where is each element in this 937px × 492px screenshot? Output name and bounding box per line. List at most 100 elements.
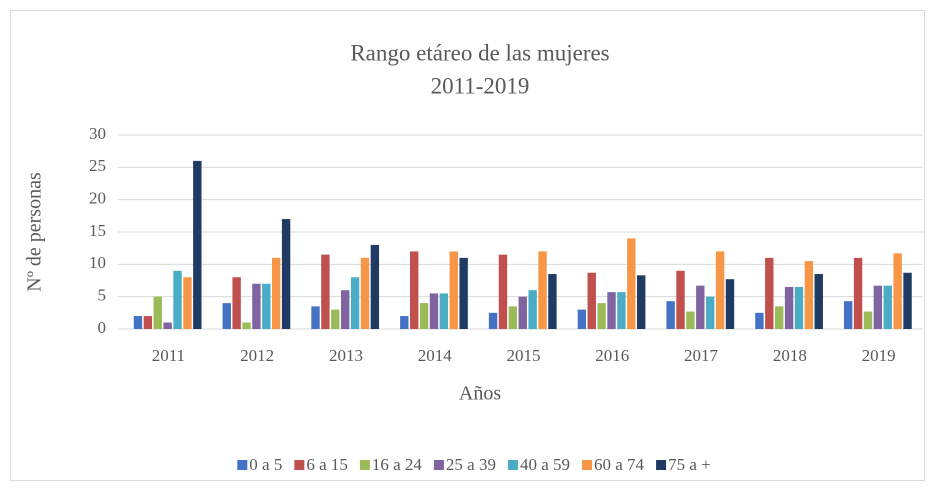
bar <box>577 309 587 329</box>
bar <box>843 301 853 329</box>
legend-swatch <box>294 460 305 470</box>
x-tick-label: 2016 <box>595 346 629 365</box>
bar <box>508 306 518 329</box>
bar <box>252 283 261 329</box>
bar <box>784 286 794 329</box>
legend-label: 16 a 24 <box>372 455 423 474</box>
bar <box>666 301 675 329</box>
x-tick-label: 2014 <box>418 346 453 365</box>
bar <box>193 160 202 329</box>
bar <box>143 316 153 329</box>
bar <box>449 251 458 329</box>
bar <box>459 257 468 329</box>
bar <box>281 219 291 329</box>
bar <box>262 283 271 329</box>
bar <box>350 277 360 329</box>
legend-swatch <box>656 460 667 470</box>
chart-title: Rango etáreo de las mujeres <box>350 40 609 65</box>
y-tick-label: 15 <box>89 221 106 240</box>
bar <box>272 257 281 329</box>
bar <box>242 322 251 329</box>
bar <box>498 254 508 329</box>
bar <box>725 279 735 329</box>
y-tick-label: 5 <box>98 286 107 305</box>
legend-label: 6 a 15 <box>306 455 348 474</box>
bar <box>765 257 774 329</box>
bar <box>400 316 409 329</box>
x-tick-label: 2011 <box>152 346 185 365</box>
bar <box>331 309 340 329</box>
chart-border <box>10 10 925 481</box>
bar <box>755 312 764 329</box>
bar <box>883 285 892 329</box>
y-tick-label: 25 <box>89 156 106 175</box>
bar <box>183 277 192 329</box>
bar <box>804 261 814 329</box>
bar <box>439 293 449 329</box>
bar <box>853 257 863 329</box>
bar <box>893 253 902 329</box>
bar <box>607 292 616 329</box>
y-axis-title: Nº de personas <box>24 172 46 292</box>
y-tick-label: 30 <box>89 124 106 143</box>
legend-swatch <box>359 460 370 470</box>
bar <box>419 303 429 329</box>
x-axis-title: Años <box>459 383 501 405</box>
legend-label: 40 a 59 <box>520 455 570 474</box>
legend-label: 0 a 5 <box>249 455 282 474</box>
chart-subtitle: 2011-2019 <box>431 73 530 98</box>
bar <box>311 306 320 329</box>
bar <box>774 306 784 329</box>
legend-swatch <box>582 460 593 470</box>
legend-label: 25 a 39 <box>446 455 496 474</box>
legend-label: 75 a + <box>668 455 711 474</box>
bar <box>222 303 231 329</box>
bar <box>173 270 182 329</box>
x-tick-label: 2019 <box>862 346 896 365</box>
bar <box>637 275 646 329</box>
bar <box>676 270 685 329</box>
legend-swatch <box>433 460 444 470</box>
bar <box>360 257 370 329</box>
bar <box>232 277 241 329</box>
bar <box>627 238 636 329</box>
bar <box>715 251 725 329</box>
bar <box>429 293 439 329</box>
bar <box>340 290 350 329</box>
bar <box>814 274 823 329</box>
bar <box>597 303 606 329</box>
y-tick-label: 10 <box>89 253 106 272</box>
bar <box>518 296 527 329</box>
bar <box>153 296 162 329</box>
x-tick-label: 2015 <box>507 346 541 365</box>
bar <box>617 292 626 329</box>
bar <box>370 244 380 329</box>
bar <box>903 272 912 329</box>
bar <box>587 272 596 329</box>
legend-label: 60 a 74 <box>594 455 645 474</box>
x-tick-label: 2012 <box>240 346 274 365</box>
bar <box>706 296 715 329</box>
bar <box>538 251 547 329</box>
bar <box>794 286 804 329</box>
bar <box>409 251 419 329</box>
bar <box>548 274 557 329</box>
bar <box>873 285 883 329</box>
y-tick-label: 0 <box>98 318 107 337</box>
x-tick-label: 2017 <box>684 346 719 365</box>
y-tick-label: 20 <box>89 189 106 208</box>
bar <box>863 311 873 329</box>
legend-swatch <box>237 460 248 470</box>
x-tick-label: 2018 <box>773 346 807 365</box>
bar <box>528 290 537 329</box>
legend-swatch <box>507 460 518 470</box>
bar <box>686 311 695 329</box>
bar <box>321 254 330 329</box>
bar <box>133 316 143 329</box>
bar <box>696 285 705 329</box>
x-tick-label: 2013 <box>329 346 363 365</box>
bar <box>488 312 498 329</box>
bar <box>163 322 172 329</box>
